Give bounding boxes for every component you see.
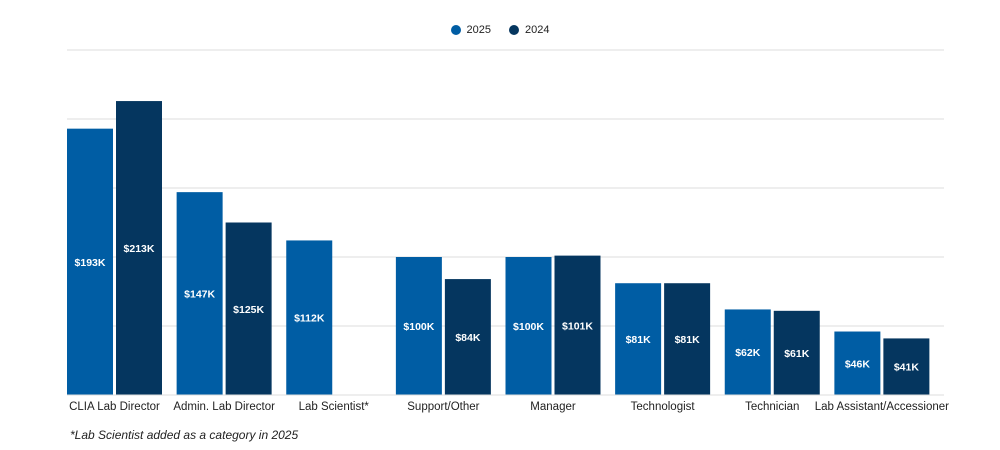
data-label: $84K [455,332,481,344]
data-label: $62K [735,347,761,359]
x-tick-label: Admin. Lab Director [173,401,275,413]
bar-2024[interactable] [444,279,491,395]
bar-chart: $193K $213K CLIA Lab Director $147K $125K Adm… [67,49,949,413]
bar-2025[interactable] [176,192,223,395]
legend-label-2024: 2024 [525,24,550,36]
x-tick-label: Technician [745,401,799,413]
x-tick-label: CLIA Lab Director [69,401,160,413]
x-tick-label: Technologist [631,401,696,413]
data-label: $100K [403,321,434,333]
legend-label-2025: 2025 [466,24,491,36]
bar-2025[interactable] [834,331,881,395]
bar-2024[interactable] [116,101,162,395]
legend-item-2025[interactable]: 2025 [450,24,491,36]
chart-footnote: *Lab Scientist added as a category in 20… [70,428,299,442]
legend-item-2024[interactable]: 2024 [509,24,549,36]
x-tick-label: Lab Scientist* [299,401,370,413]
data-label: $112K [294,313,325,325]
bar-2024[interactable] [773,310,820,395]
legend-swatch-2025 [450,25,461,35]
data-label: $41K [894,362,920,374]
x-tick-label: Support/Other [407,401,479,413]
bar-2025[interactable] [395,257,442,395]
bar-2024[interactable] [554,255,601,395]
chart-legend: 2025 2024 [0,20,1000,40]
bar-2025[interactable] [286,240,333,395]
data-label: $61K [784,348,810,360]
bar-2024[interactable] [225,222,272,396]
data-label: $147K [184,289,215,301]
x-tick-label: Manager [530,401,576,413]
bar-2025[interactable] [724,309,771,395]
data-label: $81K [626,334,652,346]
data-label: $100K [513,321,544,333]
data-label: $81K [675,334,701,346]
bar-2025[interactable] [615,283,662,395]
data-label: $193K [75,257,106,269]
data-label: $213K [124,243,155,255]
legend-swatch-2024 [509,25,519,35]
bar-2025[interactable] [67,128,113,395]
bar-2024[interactable] [664,283,711,395]
data-label: $101K [562,320,593,332]
x-tick-label: Lab Assistant/Accessioner [815,401,949,413]
data-label: $125K [233,304,264,316]
bar-2024[interactable] [883,338,930,395]
bar-2025[interactable] [505,257,552,395]
data-label: $46K [845,358,871,370]
